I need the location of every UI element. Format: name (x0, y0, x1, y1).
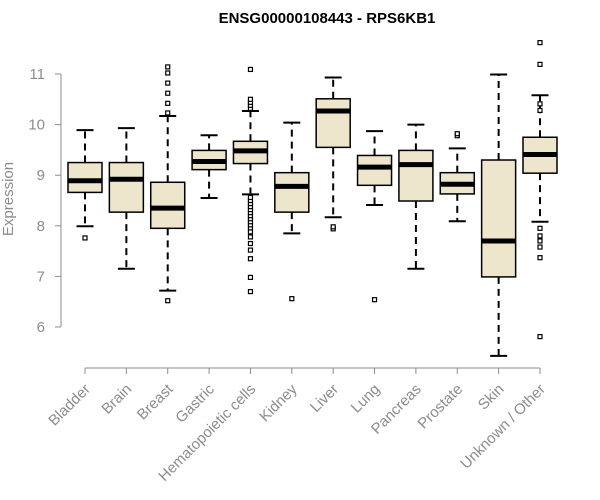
outlier-point (537, 255, 543, 261)
box-skin (480, 73, 517, 357)
outlier-point (371, 297, 378, 303)
outlier-point (165, 80, 171, 86)
y-tick-label: 11 (29, 66, 45, 83)
outlier-point (247, 66, 254, 73)
iqr-box (398, 149, 434, 202)
outlier-point (537, 40, 543, 46)
outlier-point (165, 298, 171, 304)
outlier-point (165, 70, 171, 76)
outlier-point (247, 274, 254, 281)
x-category-label: Lung (348, 381, 384, 417)
outlier-point (537, 334, 543, 340)
outlier-point (289, 296, 295, 302)
outlier-point (330, 224, 336, 230)
y-tick-label: 7 (37, 268, 45, 285)
outlier-point (247, 194, 254, 201)
outlier-point (165, 64, 171, 70)
y-tick-label: 8 (37, 218, 45, 235)
x-category-label: Prostate (415, 381, 467, 433)
box-gastric (191, 134, 227, 199)
outlier-point (537, 61, 543, 67)
box-breast (149, 64, 186, 304)
x-category-label: Liver (307, 381, 342, 416)
outlier-point (165, 110, 171, 116)
y-axis-label: Expression (0, 162, 17, 236)
outlier-point (247, 96, 254, 102)
outlier-point (247, 234, 254, 240)
outlier-point (537, 101, 543, 107)
outlier-point (165, 90, 171, 96)
chart-title: ENSG00000108443 - RPS6KB1 (219, 10, 436, 27)
iqr-box (108, 161, 145, 213)
outlier-point (454, 131, 460, 137)
outlier-point (537, 107, 543, 114)
box-prostate (439, 131, 476, 223)
outlier-point (537, 225, 543, 231)
box-series (67, 40, 558, 357)
x-category-label: Skin (475, 381, 508, 414)
outlier-point (537, 233, 543, 239)
y-tick-label: 6 (37, 319, 45, 336)
outlier-point (537, 244, 543, 250)
y-axis: 6 7 8 9 10 11 (28, 66, 62, 336)
box-brain (108, 127, 145, 270)
box-liver (315, 76, 351, 232)
outlier-point (537, 238, 543, 244)
box-pancreas (398, 123, 434, 270)
outlier-point (247, 256, 254, 262)
iqr-box (67, 161, 103, 194)
outlier-point (247, 240, 254, 247)
outlier-point (165, 100, 171, 106)
iqr-box (356, 154, 393, 187)
outlier-point (247, 247, 254, 253)
box-lung (356, 130, 393, 303)
x-category-label: Brain (98, 381, 135, 418)
iqr-box (480, 159, 517, 278)
box-kidney (274, 121, 310, 302)
outlier-point (82, 235, 88, 241)
outlier-point (247, 288, 254, 295)
box-bladder (67, 129, 103, 241)
iqr-box (149, 181, 186, 230)
box-hematopoietic-cells (232, 66, 269, 295)
x-category-label: Bladder (45, 381, 94, 430)
y-tick-label: 9 (37, 167, 45, 184)
outlier-point (247, 229, 254, 235)
y-tick-label: 10 (28, 117, 45, 134)
iqr-box (315, 98, 351, 149)
iqr-box (274, 171, 310, 213)
x-category-label: Breast (134, 380, 177, 423)
box-unknown-other (522, 40, 558, 340)
x-category-label: Kidney (256, 380, 301, 425)
